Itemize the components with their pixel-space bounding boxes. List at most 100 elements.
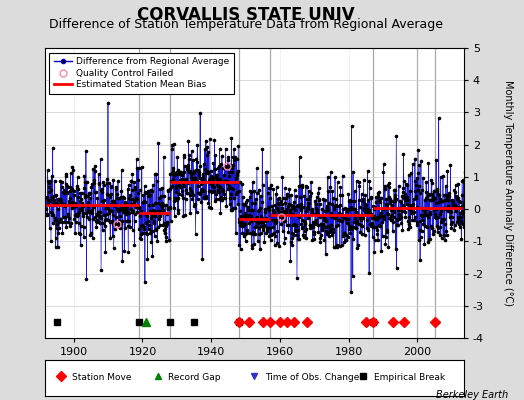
Point [167, 177, 176, 184]
Point [156, 222, 164, 228]
Point [246, 194, 254, 200]
Point [324, 223, 332, 229]
Point [241, 231, 249, 238]
Point [56, 178, 64, 184]
Point [337, 212, 345, 218]
Point [130, 242, 138, 248]
Point [364, 197, 373, 203]
Point [417, 158, 425, 164]
Point [342, 232, 351, 238]
Point [225, 169, 234, 175]
Point [57, 198, 65, 204]
Point [66, 222, 74, 229]
Point [70, 192, 79, 198]
Point [409, 204, 418, 211]
Point [178, 175, 186, 182]
Point [227, 164, 236, 171]
Point [111, 202, 119, 209]
Point [107, 182, 115, 189]
Point [99, 179, 107, 186]
Point [118, 194, 127, 200]
Point [310, 235, 318, 242]
Point [205, 175, 214, 182]
Point [234, 201, 242, 208]
Point [406, 188, 414, 194]
Point [105, 206, 113, 213]
Point [117, 166, 126, 173]
Point [49, 144, 57, 151]
Point [456, 214, 465, 221]
Point [170, 213, 179, 220]
Point [146, 192, 154, 198]
Point [315, 197, 323, 204]
Point [215, 196, 224, 202]
Point [329, 229, 337, 236]
Point [173, 197, 181, 204]
Point [422, 179, 430, 185]
Point [383, 227, 391, 233]
Point [181, 177, 189, 184]
Point [46, 225, 54, 232]
Point [195, 163, 204, 170]
Point [48, 212, 56, 218]
Point [72, 210, 80, 217]
Point [371, 204, 379, 211]
Point [293, 227, 302, 234]
Point [98, 186, 106, 192]
Point [182, 187, 191, 194]
Point [344, 220, 352, 226]
Point [435, 210, 444, 217]
Point [190, 168, 199, 174]
Point [69, 188, 78, 194]
Point [319, 221, 327, 228]
Point [143, 190, 151, 197]
Point [400, 178, 408, 184]
Point [325, 200, 333, 206]
Point [144, 218, 152, 224]
Point [392, 264, 401, 271]
Point [368, 220, 376, 226]
Point [118, 218, 126, 224]
Point [221, 164, 230, 170]
Point [413, 219, 421, 225]
Point [454, 214, 462, 220]
Point [111, 226, 119, 233]
Point [101, 223, 109, 229]
Point [419, 221, 428, 227]
Point [437, 219, 445, 225]
Point [253, 219, 261, 225]
Point [287, 192, 295, 198]
Point [367, 211, 375, 217]
Point [341, 204, 350, 211]
Point [388, 202, 397, 208]
Point [311, 198, 319, 204]
Point [320, 213, 328, 220]
Point [300, 217, 308, 224]
Point [460, 224, 468, 230]
Point [54, 229, 63, 236]
Point [166, 204, 174, 210]
Point [278, 201, 286, 207]
Point [441, 196, 450, 203]
Point [45, 184, 53, 190]
Point [429, 228, 438, 234]
Point [377, 212, 385, 218]
Point [155, 195, 163, 201]
Point [104, 100, 112, 106]
Point [436, 174, 445, 180]
Point [208, 174, 216, 181]
Point [438, 235, 446, 241]
Point [333, 202, 342, 209]
Point [398, 193, 406, 199]
Point [439, 216, 447, 222]
Point [432, 222, 441, 229]
Point [305, 222, 314, 228]
Point [164, 188, 172, 194]
Point [389, 228, 397, 235]
Point [92, 189, 100, 196]
Point [192, 208, 201, 215]
Point [249, 179, 257, 185]
Point [272, 184, 281, 190]
Point [366, 222, 375, 229]
Point [289, 221, 298, 228]
